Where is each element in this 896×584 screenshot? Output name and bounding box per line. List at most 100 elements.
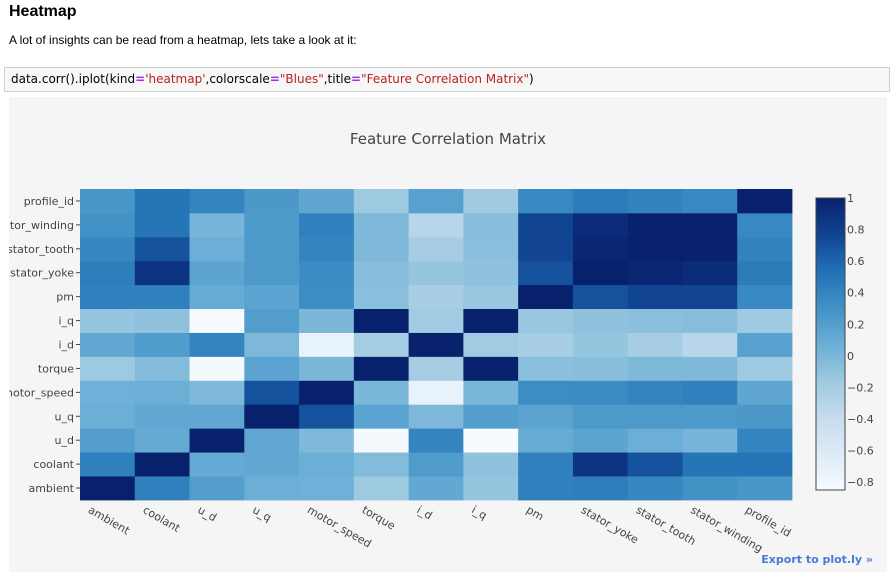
heatmap-cell[interactable] — [244, 452, 300, 477]
heatmap-cell[interactable] — [682, 380, 738, 405]
heatmap-cell[interactable] — [353, 428, 410, 453]
heatmap-cell[interactable] — [299, 189, 355, 214]
heatmap-cell[interactable] — [80, 476, 136, 501]
heatmap-cell[interactable] — [244, 476, 300, 501]
heatmap-cell[interactable] — [244, 404, 300, 429]
heatmap-cell[interactable] — [299, 332, 355, 357]
heatmap-cell[interactable] — [627, 212, 683, 238]
heatmap-cell[interactable] — [408, 452, 464, 477]
heatmap-cell[interactable] — [244, 380, 300, 405]
heatmap-cell[interactable] — [518, 404, 574, 429]
heatmap-cell[interactable] — [80, 212, 136, 238]
heatmap-cell[interactable] — [408, 476, 464, 501]
heatmap-cell[interactable] — [463, 476, 519, 501]
heatmap-cells[interactable] — [80, 189, 793, 501]
heatmap-cell[interactable] — [80, 404, 136, 429]
heatmap-cell[interactable] — [80, 428, 136, 453]
heatmap-cell[interactable] — [189, 212, 245, 238]
heatmap-cell[interactable] — [572, 236, 629, 262]
heatmap-cell[interactable] — [299, 476, 355, 501]
heatmap-cell[interactable] — [189, 452, 245, 477]
heatmap-cell[interactable] — [189, 356, 245, 381]
heatmap-cell[interactable] — [189, 236, 245, 262]
heatmap-cell[interactable] — [244, 332, 300, 357]
heatmap-cell[interactable] — [682, 404, 738, 429]
heatmap-cell[interactable] — [518, 380, 574, 405]
heatmap-cell[interactable] — [408, 332, 464, 357]
heatmap-cell[interactable] — [299, 428, 355, 453]
heatmap-cell[interactable] — [80, 332, 136, 357]
heatmap-cell[interactable] — [682, 428, 738, 453]
heatmap-cell[interactable] — [134, 212, 190, 238]
heatmap-cell[interactable] — [299, 212, 355, 238]
heatmap-cell[interactable] — [518, 236, 574, 262]
heatmap-cell[interactable] — [189, 284, 245, 310]
heatmap-cell[interactable] — [244, 260, 300, 286]
heatmap-cell[interactable] — [189, 332, 245, 357]
heatmap-cell[interactable] — [189, 380, 245, 405]
heatmap-cell[interactable] — [737, 212, 793, 238]
heatmap-cell[interactable] — [353, 284, 410, 310]
heatmap-cell[interactable] — [353, 212, 410, 238]
heatmap-cell[interactable] — [737, 332, 793, 357]
heatmap-cell[interactable] — [463, 212, 519, 238]
heatmap-cell[interactable] — [408, 380, 464, 405]
heatmap-cell[interactable] — [463, 332, 519, 357]
heatmap-cell[interactable] — [80, 284, 136, 310]
heatmap-cell[interactable] — [134, 189, 190, 214]
heatmap-cell[interactable] — [682, 260, 738, 286]
heatmap-cell[interactable] — [244, 308, 300, 333]
heatmap-cell[interactable] — [682, 308, 738, 333]
heatmap-cell[interactable] — [572, 332, 629, 357]
heatmap-cell[interactable] — [627, 332, 683, 357]
heatmap-cell[interactable] — [134, 332, 190, 357]
heatmap-cell[interactable] — [463, 308, 519, 333]
heatmap-cell[interactable] — [627, 236, 683, 262]
heatmap-cell[interactable] — [737, 476, 793, 501]
heatmap-cell[interactable] — [80, 308, 136, 333]
heatmap-cell[interactable] — [737, 356, 793, 381]
heatmap-cell[interactable] — [572, 356, 629, 381]
heatmap-cell[interactable] — [737, 284, 793, 310]
heatmap-cell[interactable] — [572, 308, 629, 333]
heatmap-cell[interactable] — [134, 356, 190, 381]
heatmap-cell[interactable] — [572, 260, 629, 286]
heatmap-cell[interactable] — [463, 189, 519, 214]
heatmap-cell[interactable] — [518, 260, 574, 286]
heatmap-chart[interactable]: Feature Correlation Matrix ambientcoolan… — [2, 97, 887, 572]
heatmap-cell[interactable] — [627, 404, 683, 429]
heatmap-cell[interactable] — [627, 356, 683, 381]
heatmap-cell[interactable] — [134, 284, 190, 310]
heatmap-cell[interactable] — [627, 260, 683, 286]
heatmap-cell[interactable] — [299, 380, 355, 405]
heatmap-cell[interactable] — [682, 212, 738, 238]
heatmap-cell[interactable] — [408, 236, 464, 262]
heatmap-cell[interactable] — [627, 476, 683, 501]
heatmap-cell[interactable] — [408, 404, 464, 429]
heatmap-cell[interactable] — [134, 260, 190, 286]
heatmap-cell[interactable] — [80, 380, 136, 405]
heatmap-cell[interactable] — [244, 284, 300, 310]
heatmap-cell[interactable] — [408, 356, 464, 381]
heatmap-cell[interactable] — [682, 356, 738, 381]
heatmap-cell[interactable] — [134, 308, 190, 333]
heatmap-cell[interactable] — [299, 284, 355, 310]
heatmap-cell[interactable] — [572, 380, 629, 405]
heatmap-cell[interactable] — [299, 452, 355, 477]
heatmap-cell[interactable] — [682, 284, 738, 310]
heatmap-cell[interactable] — [244, 212, 300, 238]
heatmap-cell[interactable] — [518, 212, 574, 238]
heatmap-cell[interactable] — [353, 404, 410, 429]
heatmap-cell[interactable] — [189, 260, 245, 286]
heatmap-cell[interactable] — [518, 356, 574, 381]
heatmap-cell[interactable] — [134, 476, 190, 501]
heatmap-cell[interactable] — [682, 452, 738, 477]
heatmap-cell[interactable] — [189, 308, 245, 333]
heatmap-cell[interactable] — [353, 380, 410, 405]
code-cell[interactable]: data.corr().iplot(kind='heatmap',colorsc… — [4, 67, 890, 92]
heatmap-cell[interactable] — [518, 189, 574, 214]
heatmap-cell[interactable] — [682, 189, 738, 214]
heatmap-cell[interactable] — [80, 236, 136, 262]
heatmap-cell[interactable] — [244, 428, 300, 453]
heatmap-cell[interactable] — [80, 189, 136, 214]
